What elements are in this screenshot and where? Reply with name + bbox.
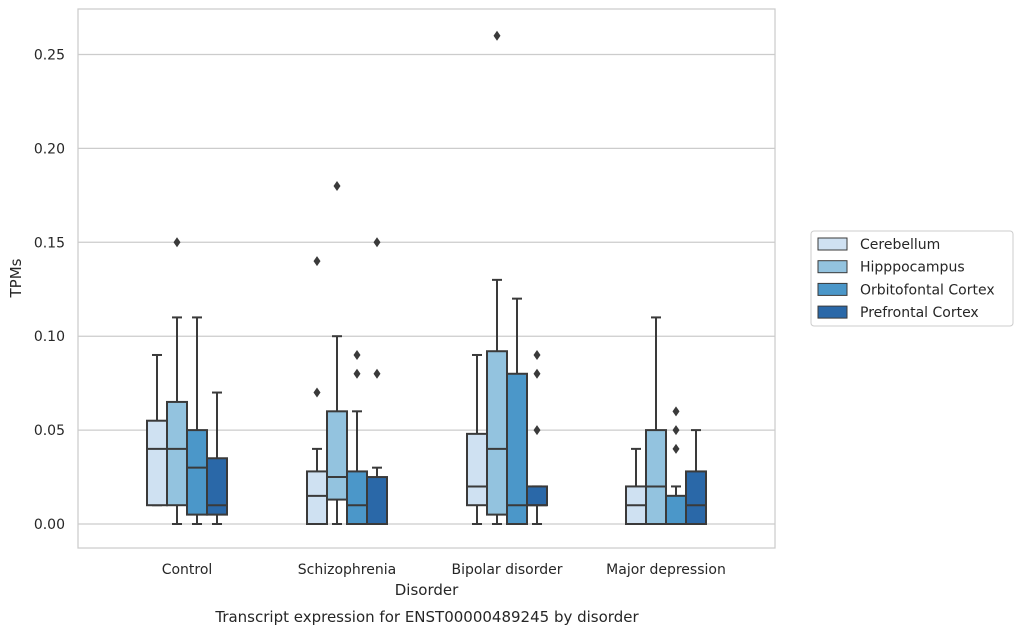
iqr-box <box>326 410 348 501</box>
y-axis-ticks: 0.00 0.05 0.10 0.15 0.20 0.25 <box>34 48 65 534</box>
legend-label: Cerebellum <box>860 237 940 253</box>
box-prefrontal-cortex <box>526 349 548 525</box>
y-tick-label: 0.00 <box>34 517 65 533</box>
box-prefrontal-cortex <box>366 237 388 525</box>
chart-caption: Transcript expression for ENST0000048924… <box>214 608 639 626</box>
iqr-box <box>466 432 488 507</box>
outlier-point <box>672 443 680 454</box>
box-orbitofontal-cortex <box>186 316 208 525</box>
boxes <box>146 30 707 526</box>
outlier-point <box>533 349 541 360</box>
outlier-point <box>373 237 381 248</box>
outlier-point <box>313 387 321 398</box>
box-prefrontal-cortex <box>685 429 707 525</box>
iqr-box <box>346 470 368 525</box>
legend-swatch <box>817 237 848 251</box>
box-cerebellum <box>146 353 168 507</box>
box-hipppocampus <box>645 316 667 526</box>
box-hipppocampus <box>326 180 348 525</box>
x-tick-label: Schizophrenia <box>298 562 396 578</box>
outlier-point <box>333 180 341 191</box>
iqr-box <box>486 350 508 516</box>
y-tick-label: 0.15 <box>34 235 65 251</box>
box-orbitofontal-cortex <box>665 406 687 525</box>
x-tick-label: Control <box>162 562 213 578</box>
iqr-box <box>306 470 328 525</box>
iqr-box <box>366 476 388 525</box>
iqr-box <box>665 494 687 525</box>
box-cerebellum <box>625 447 647 526</box>
plot-frame <box>77 8 776 549</box>
box-orbitofontal-cortex <box>506 297 528 526</box>
x-axis-label: Disorder <box>395 581 459 599</box>
iqr-box <box>506 372 528 526</box>
box-prefrontal-cortex <box>206 391 228 525</box>
outlier-point <box>353 368 361 379</box>
outlier-point <box>533 368 541 379</box>
x-tick-label: Major depression <box>606 562 726 578</box>
outlier-point <box>672 425 680 436</box>
iqr-box <box>206 457 228 516</box>
legend: Cerebellum Hipppocampus Orbitofontal Corte… <box>810 230 1014 327</box>
iqr-box <box>685 470 707 525</box>
outlier-point <box>533 425 541 436</box>
x-axis-ticks: Control Schizophrenia Bipolar disorder Majo… <box>162 562 726 578</box>
outlier-point <box>353 349 361 360</box>
iqr-box <box>645 429 667 526</box>
legend-swatch <box>817 305 848 319</box>
y-tick-label: 0.20 <box>34 141 65 157</box>
y-tick-label: 0.25 <box>34 48 65 64</box>
y-axis-label: TPMs <box>7 258 25 298</box>
outlier-point <box>313 256 321 267</box>
iqr-box <box>166 400 188 507</box>
box-hipppocampus <box>486 30 508 525</box>
y-tick-label: 0.05 <box>34 423 65 439</box>
legend-label: Orbitofontal Cortex <box>860 282 995 298</box>
box-cerebellum <box>466 353 488 525</box>
iqr-box <box>526 485 548 507</box>
outlier-point <box>373 368 381 379</box>
outlier-point <box>672 406 680 417</box>
legend-label: Hipppocampus <box>860 260 965 276</box>
x-tick-label: Bipolar disorder <box>451 562 562 578</box>
iqr-box <box>186 429 208 516</box>
legend-swatch <box>817 282 848 296</box>
box-hipppocampus <box>166 237 188 525</box>
outlier-point <box>493 30 501 41</box>
legend-frame <box>810 230 1014 327</box>
box-orbitofontal-cortex <box>346 349 368 525</box>
legend-swatch <box>817 260 848 274</box>
outlier-point <box>173 237 181 248</box>
legend-label: Prefrontal Cortex <box>860 305 979 321</box>
iqr-box <box>146 419 168 507</box>
y-tick-label: 0.10 <box>34 329 65 345</box>
box-cerebellum <box>306 256 328 525</box>
